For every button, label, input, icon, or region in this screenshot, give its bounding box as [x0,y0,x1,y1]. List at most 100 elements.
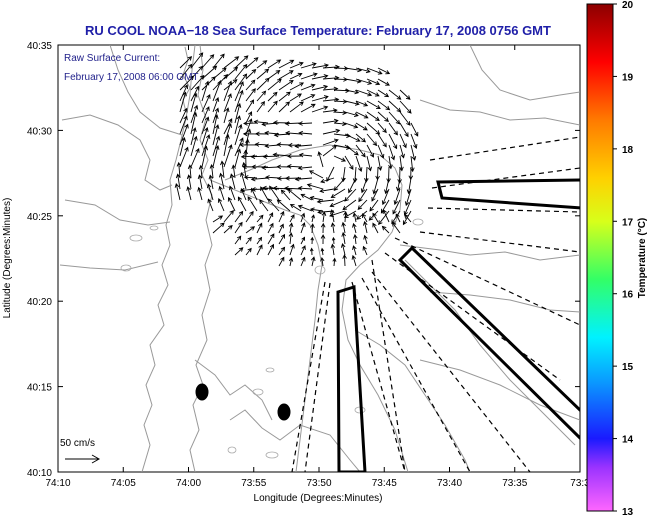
current-vector [372,212,379,223]
current-vector [330,188,346,199]
current-vector [245,236,252,245]
current-vector [366,122,381,135]
current-vector [362,213,368,223]
colorbar-tick-label: 19 [622,72,634,83]
current-vector [319,188,335,194]
current-vector [355,89,373,97]
current-vector [377,100,391,111]
current-vector [306,183,324,190]
current-vector [176,161,182,179]
current-vector [353,233,358,245]
colorbar-tick-label: 14 [622,435,634,446]
current-vector [186,174,192,190]
current-vector [253,119,269,125]
current-vector [201,126,209,146]
current-vector [223,93,232,113]
current-vector [245,79,256,91]
current-vector [201,134,211,157]
current-vector [300,103,316,113]
current-vector [218,172,225,190]
current-vector [256,222,263,234]
current-vector [384,177,390,195]
current-vector [344,144,359,156]
current-vector [212,53,225,69]
current-vector [234,73,248,91]
current-vector [212,135,221,157]
current-vector [300,62,317,69]
current-vector [234,55,249,69]
current-vector [366,67,383,75]
current-vector [212,67,227,80]
current-vector [212,114,219,135]
x-tick-label: 73:40 [437,478,462,489]
current-vector [190,65,204,80]
current-vector [245,57,259,69]
current-vector [320,234,326,245]
current-vector [179,146,189,168]
current-vector [276,142,291,147]
current-vector [298,130,313,136]
current-vector [245,118,253,135]
current-vector [348,177,357,194]
current-vector [212,124,220,146]
current-vector [300,83,316,91]
current-vector [237,196,247,212]
current-vector [297,186,313,191]
current-vector [289,101,304,113]
current-vector [212,107,220,124]
current-vector [217,197,225,212]
y-tick-label: 40:35 [27,41,52,52]
current-vector [311,84,329,91]
current-vector [179,91,187,113]
current-vector [187,164,193,179]
x-tick-label: 74:10 [45,478,70,489]
current-vector [278,91,291,102]
current-vector [278,223,284,234]
current-vector [329,210,346,218]
current-vector [355,133,366,143]
current-vector [331,236,336,245]
current-vector [399,111,411,126]
colorbar-tick-label: 17 [622,217,634,228]
current-vector [190,127,197,146]
current-vector [243,121,258,126]
current-vector [316,199,335,204]
current-vector [201,80,210,102]
x-tick-label: 73:55 [241,478,266,489]
current-vector [288,222,294,234]
current-vector [256,244,263,256]
current-vector [245,226,256,234]
current-vector [332,257,337,267]
current-vector [256,90,267,102]
current-vector [393,188,401,206]
current-vector [410,144,417,161]
current-vector [278,256,285,267]
y-tick-label: 40:15 [27,383,52,394]
current-vector [190,148,200,168]
current-vector [245,88,256,102]
current-vector [366,133,378,147]
current-vector [267,100,278,113]
current-vector [372,222,379,234]
current-vector [371,188,379,202]
current-vector [212,97,220,113]
current-vector [300,193,313,201]
current-vector [311,95,329,102]
current-vector [311,74,329,80]
current-vector [278,210,285,223]
current-vector [377,144,385,159]
current-vector [190,92,198,113]
current-vector [388,133,398,150]
current-vector [267,233,275,245]
current-vector [388,111,401,125]
current-vector [245,247,252,256]
current-vector [223,144,233,168]
current-vector [247,196,258,212]
current-vector [272,152,291,158]
current-vector [388,100,402,113]
current-vector [357,199,368,210]
current-vector [198,164,204,179]
current-vector [289,243,295,256]
current-vector [369,199,379,212]
y-tick-label: 40:20 [27,297,52,308]
